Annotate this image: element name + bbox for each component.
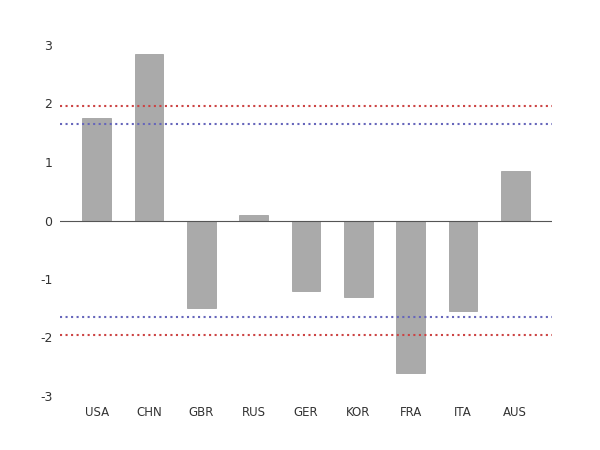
- Bar: [501, 171, 530, 220]
- Bar: [449, 220, 478, 311]
- Bar: [292, 220, 320, 291]
- Bar: [187, 220, 216, 308]
- Bar: [82, 118, 111, 220]
- Bar: [396, 220, 425, 373]
- Bar: [134, 54, 163, 220]
- Bar: [344, 220, 373, 297]
- Bar: [239, 215, 268, 220]
